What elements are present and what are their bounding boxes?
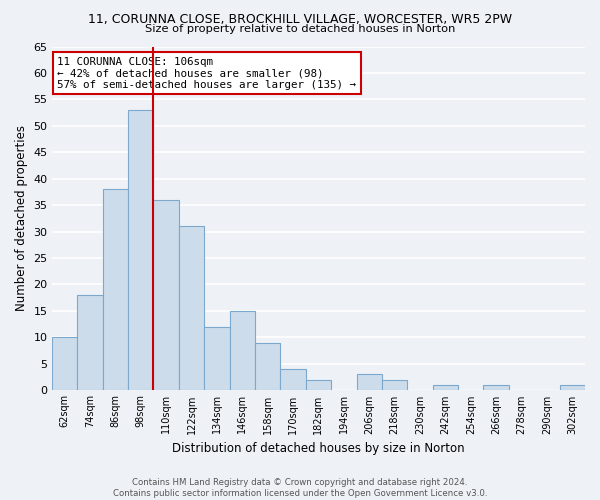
- Text: 11, CORUNNA CLOSE, BROCKHILL VILLAGE, WORCESTER, WR5 2PW: 11, CORUNNA CLOSE, BROCKHILL VILLAGE, WO…: [88, 12, 512, 26]
- Bar: [306, 380, 331, 390]
- Bar: [484, 385, 509, 390]
- X-axis label: Distribution of detached houses by size in Norton: Distribution of detached houses by size …: [172, 442, 465, 455]
- Bar: [179, 226, 204, 390]
- Bar: [560, 385, 585, 390]
- Bar: [255, 342, 280, 390]
- Bar: [77, 295, 103, 390]
- Bar: [204, 326, 230, 390]
- Text: 11 CORUNNA CLOSE: 106sqm
← 42% of detached houses are smaller (98)
57% of semi-d: 11 CORUNNA CLOSE: 106sqm ← 42% of detach…: [57, 57, 356, 90]
- Bar: [356, 374, 382, 390]
- Y-axis label: Number of detached properties: Number of detached properties: [15, 126, 28, 312]
- Bar: [382, 380, 407, 390]
- Bar: [128, 110, 154, 390]
- Bar: [280, 369, 306, 390]
- Bar: [103, 189, 128, 390]
- Text: Contains HM Land Registry data © Crown copyright and database right 2024.
Contai: Contains HM Land Registry data © Crown c…: [113, 478, 487, 498]
- Text: Size of property relative to detached houses in Norton: Size of property relative to detached ho…: [145, 24, 455, 34]
- Bar: [230, 311, 255, 390]
- Bar: [433, 385, 458, 390]
- Bar: [52, 338, 77, 390]
- Bar: [154, 200, 179, 390]
